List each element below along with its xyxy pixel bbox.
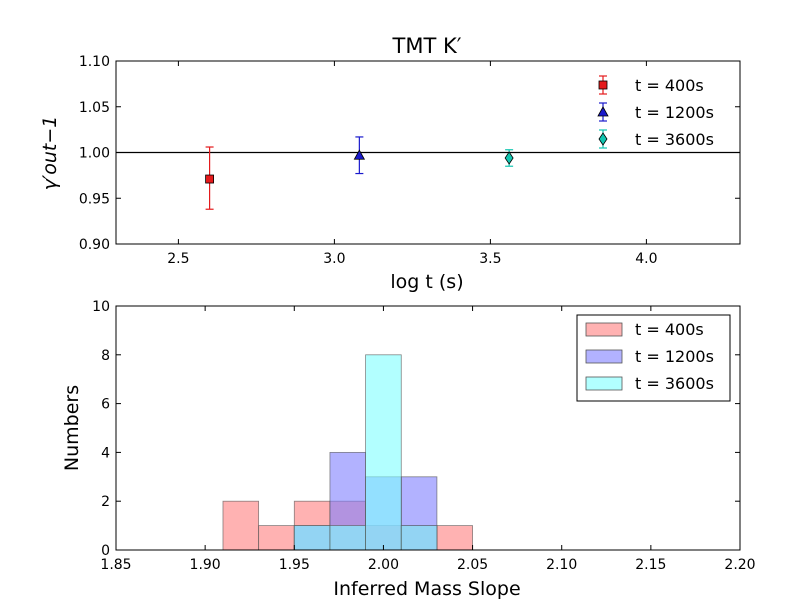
histogram-bar [258, 525, 295, 551]
data-point [504, 151, 514, 165]
errorbar-y-tick-label: 1.00 [79, 146, 110, 162]
errorbar-x-axis-label: log t (s) [390, 271, 463, 293]
histogram-x-tick-label: 2.00 [368, 557, 399, 573]
errorbar-plot-frame [115, 60, 741, 245]
histogram-y-axis-label: Numbers [61, 385, 83, 471]
histogram-x-tick-label: 2.15 [635, 557, 666, 573]
legend-label: t = 400s [635, 76, 704, 95]
legend-label: t = 3600s [635, 130, 714, 149]
histogram-bar [400, 525, 438, 551]
errorbar-y-axis-label: γ′out−1 [39, 116, 61, 191]
histogram-x-tick-label: 1.95 [279, 557, 310, 573]
histogram-y-tick-label: 10 [92, 299, 110, 315]
histogram-y-tick-label: 8 [101, 348, 110, 364]
histogram-bar [293, 525, 331, 551]
histogram-bar [365, 354, 402, 551]
legend-swatch [585, 349, 623, 364]
histogram-x-tick-label: 2.05 [457, 557, 488, 573]
histogram-y-tick-label: 6 [101, 397, 110, 413]
legend-label: t = 1200s [635, 347, 714, 366]
chart-title: TMT K′ [392, 34, 462, 58]
histogram-legend: t = 400s t = 1200s t = 3600s [576, 314, 731, 402]
histogram-x-tick-label: 2.20 [724, 557, 755, 573]
histogram-bar [222, 500, 260, 551]
errorbar-legend: t = 400s t = 1200s t = 3600s [597, 75, 714, 149]
errorbar-panel: TMT K′ 2.5 3.0 3.5 4.00.900.951.001.051.10 … [39, 34, 741, 293]
histogram-panel: 1.85 1.90 1.95 2.00 2.05 2.10 2.15 2.200246810 … [61, 299, 756, 600]
legend-label: t = 1200s [635, 103, 714, 122]
legend-label: t = 400s [635, 320, 704, 339]
histogram-y-tick-label: 4 [101, 445, 110, 461]
histogram-x-axis-label: Inferred Mass Slope [333, 578, 520, 600]
histogram-y-tick-label: 2 [101, 494, 110, 510]
legend-swatch [585, 376, 623, 391]
errorbar-x-tick-label: 4.0 [635, 251, 657, 267]
histogram-x-tick-label: 2.10 [546, 557, 577, 573]
histogram-y-tick-label: 0 [101, 543, 110, 559]
legend-marker [597, 106, 609, 117]
errorbar-y-tick-label: 1.05 [79, 100, 110, 116]
data-point [205, 174, 215, 184]
data-point [353, 149, 366, 160]
histogram-x-tick-label: 1.90 [190, 557, 221, 573]
histogram-bar [436, 525, 473, 551]
legend-label: t = 3600s [635, 374, 714, 393]
legend-swatch [585, 322, 623, 337]
errorbar-x-tick-label: 2.5 [167, 251, 189, 267]
errorbar-x-tick-label: 3.0 [323, 251, 345, 267]
errorbar-x-tick-label: 3.5 [479, 251, 501, 267]
errorbar-y-tick-label: 1.10 [79, 54, 110, 70]
errorbar-y-tick-label: 0.90 [79, 237, 110, 253]
histogram-x-tick-label: 1.85 [100, 557, 131, 573]
histogram-plot-frame [115, 305, 741, 551]
legend-marker [598, 80, 608, 90]
histogram-bar [329, 525, 367, 551]
errorbar-y-tick-label: 0.95 [79, 191, 110, 207]
legend-marker [598, 132, 608, 146]
